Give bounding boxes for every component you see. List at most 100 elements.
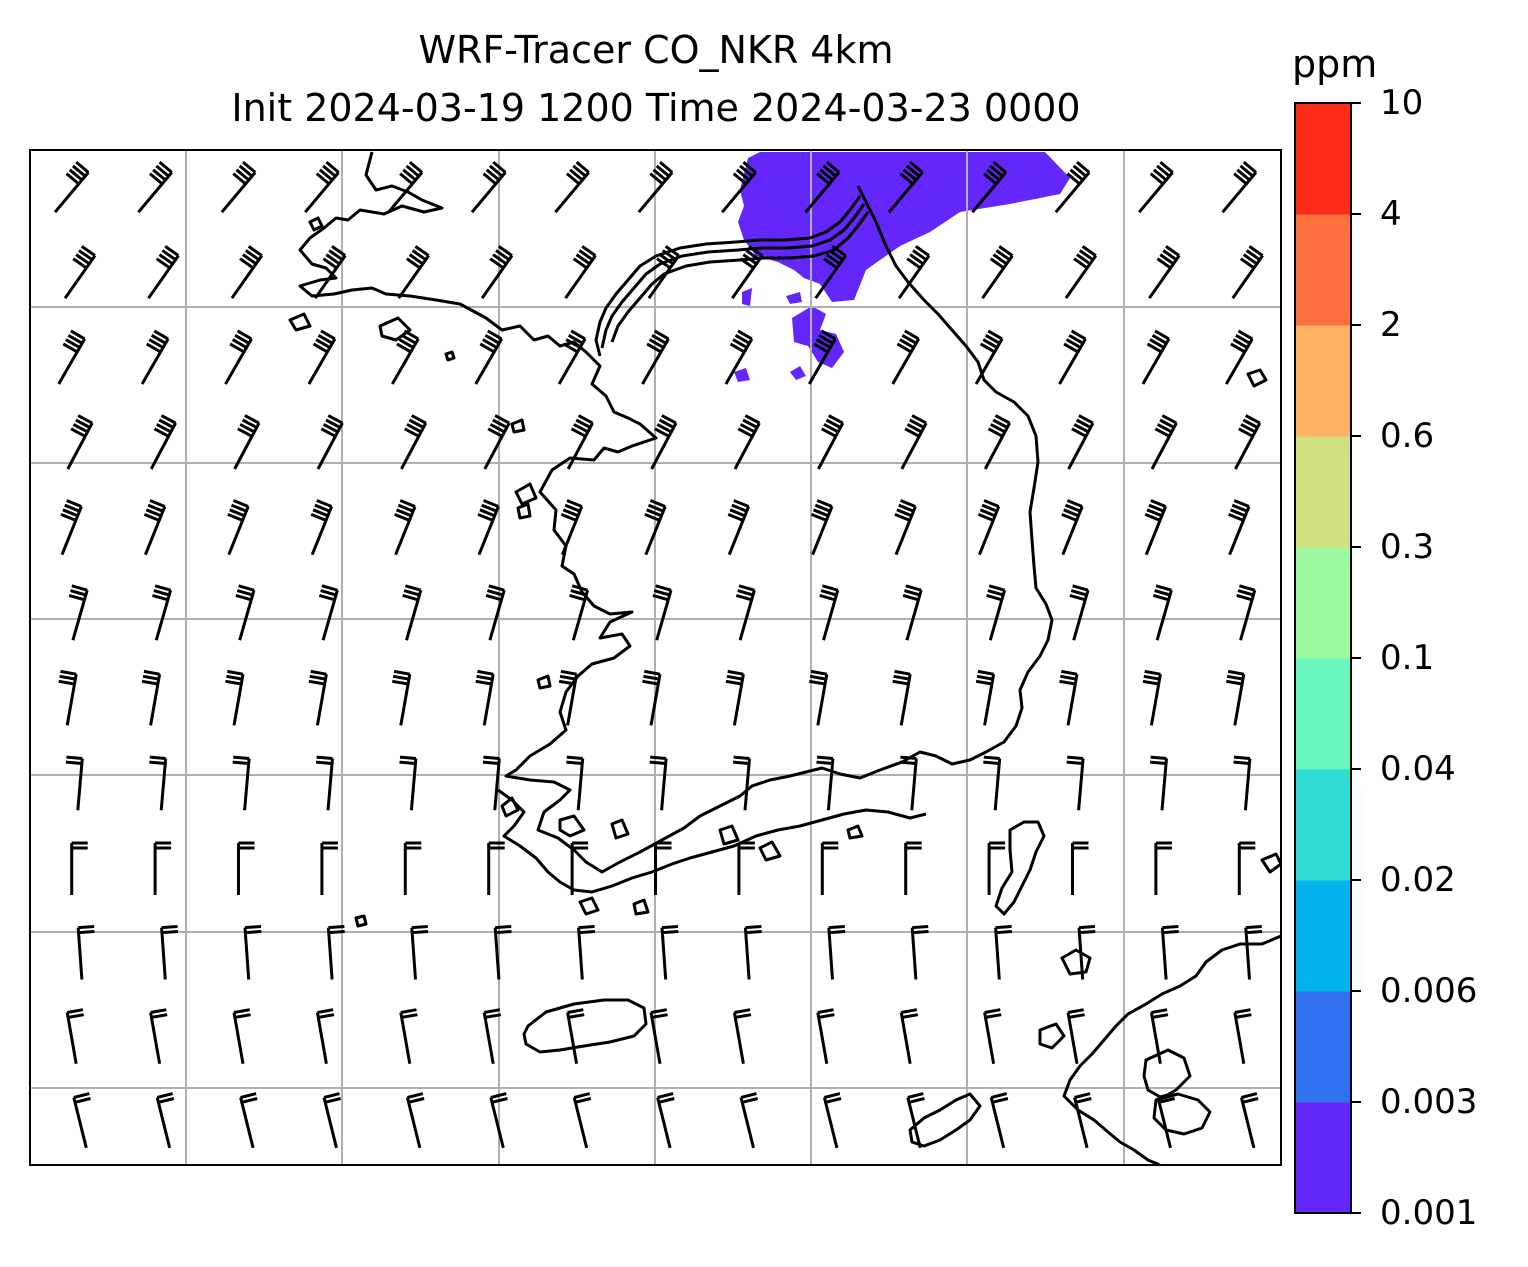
wind-barb bbox=[316, 414, 344, 470]
colorbar-segment bbox=[1295, 325, 1351, 437]
wind-barb bbox=[1234, 414, 1262, 470]
japan-island bbox=[1038, 1022, 1066, 1050]
wind-barb bbox=[307, 329, 337, 385]
wind-barb bbox=[1142, 669, 1162, 726]
west-coast bbox=[298, 151, 1054, 874]
wind-barb bbox=[558, 669, 579, 726]
small-island bbox=[308, 216, 324, 232]
wind-barb bbox=[232, 755, 251, 811]
wind-barb bbox=[160, 925, 179, 980]
small-island bbox=[510, 418, 526, 434]
wind-barb bbox=[400, 414, 428, 470]
wind-barb bbox=[1069, 584, 1090, 641]
wind-barb bbox=[899, 1008, 919, 1064]
wind-barb bbox=[1077, 925, 1096, 980]
wind-barb bbox=[989, 1092, 1009, 1149]
wind-barb bbox=[566, 1008, 585, 1064]
wind-barb bbox=[141, 669, 162, 726]
island bbox=[632, 898, 650, 916]
wind-barb bbox=[564, 245, 597, 300]
wind-barb bbox=[470, 160, 507, 214]
wind-barb bbox=[72, 1092, 91, 1149]
wind-barb bbox=[743, 925, 762, 980]
wind-barb bbox=[727, 499, 750, 556]
japan-island bbox=[1142, 1048, 1192, 1100]
wind-barb bbox=[1073, 1092, 1092, 1149]
wind-barb bbox=[1244, 925, 1263, 980]
wind-barb bbox=[816, 755, 835, 811]
island bbox=[610, 818, 630, 840]
wind-barb bbox=[732, 1008, 752, 1064]
wind-barb bbox=[239, 1092, 258, 1149]
colorbar-tick-label: 0.006 bbox=[1380, 971, 1478, 1011]
wind-barb bbox=[403, 841, 422, 895]
wind-barb bbox=[227, 499, 250, 556]
wind-barb bbox=[566, 755, 585, 811]
small-island bbox=[516, 502, 532, 520]
wind-barb bbox=[1233, 1008, 1252, 1064]
wind-barb bbox=[1148, 245, 1181, 300]
wind-barb bbox=[1228, 499, 1251, 556]
wind-barb bbox=[153, 841, 172, 895]
wind-barb bbox=[977, 499, 1001, 556]
wind-barb bbox=[1226, 669, 1246, 726]
wind-barb bbox=[482, 1008, 502, 1064]
wind-barb bbox=[819, 584, 840, 641]
wind-barb bbox=[152, 584, 173, 641]
wind-barb bbox=[981, 245, 1014, 300]
wind-barb bbox=[489, 1092, 508, 1149]
wind-barb bbox=[1058, 329, 1087, 385]
wind-barb bbox=[660, 925, 679, 980]
map-frame bbox=[29, 149, 1282, 1166]
wind-barb bbox=[60, 499, 83, 556]
wind-barb bbox=[399, 755, 418, 811]
gridlines bbox=[30, 150, 1281, 1165]
wind-barb bbox=[637, 160, 674, 214]
wind-barb bbox=[233, 414, 261, 470]
wind-barb bbox=[68, 584, 89, 641]
south-coast-islands bbox=[497, 788, 927, 894]
wind-barb bbox=[318, 584, 339, 641]
island bbox=[578, 896, 600, 916]
wind-barb bbox=[315, 755, 334, 811]
wind-barb bbox=[155, 1092, 175, 1149]
wind-barb bbox=[314, 245, 347, 300]
wind-barb bbox=[224, 329, 253, 385]
wind-barb bbox=[735, 584, 756, 641]
wind-barb bbox=[1071, 841, 1089, 895]
wind-barb bbox=[391, 329, 420, 385]
wind-barb bbox=[647, 245, 681, 300]
wind-barb bbox=[65, 1008, 85, 1064]
wind-barb bbox=[475, 669, 495, 726]
wind-barb bbox=[1138, 160, 1174, 214]
wind-barb bbox=[570, 841, 589, 895]
wind-barb bbox=[1150, 414, 1178, 470]
wind-barb bbox=[557, 329, 587, 385]
coastlines bbox=[288, 151, 1281, 1165]
wind-barb bbox=[477, 499, 500, 556]
wind-barb bbox=[654, 841, 672, 895]
small-island bbox=[514, 482, 538, 506]
wind-barb bbox=[987, 841, 1006, 895]
wind-barb bbox=[892, 669, 912, 726]
wind-barb bbox=[474, 329, 503, 385]
wind-barb bbox=[1067, 414, 1095, 470]
colorbar-tick-label: 0.6 bbox=[1380, 416, 1435, 456]
wind-barb bbox=[1225, 329, 1254, 385]
wind-barb bbox=[902, 584, 923, 641]
colorbar-segment bbox=[1295, 991, 1351, 1103]
wind-barb bbox=[225, 669, 245, 726]
border-triple-1 bbox=[594, 195, 862, 357]
japan-island bbox=[908, 1092, 982, 1148]
wind-barb bbox=[1144, 499, 1167, 556]
wind-barb bbox=[1236, 584, 1257, 641]
colorbar-unit-label: ppm bbox=[1292, 42, 1378, 86]
wind-barb bbox=[397, 245, 430, 300]
wind-barb bbox=[732, 755, 751, 811]
wind-barb bbox=[560, 499, 584, 556]
wind-barb bbox=[65, 755, 84, 811]
colorbar-tick-label: 0.1 bbox=[1380, 638, 1435, 678]
wind-barb bbox=[243, 925, 262, 980]
island bbox=[758, 840, 782, 862]
